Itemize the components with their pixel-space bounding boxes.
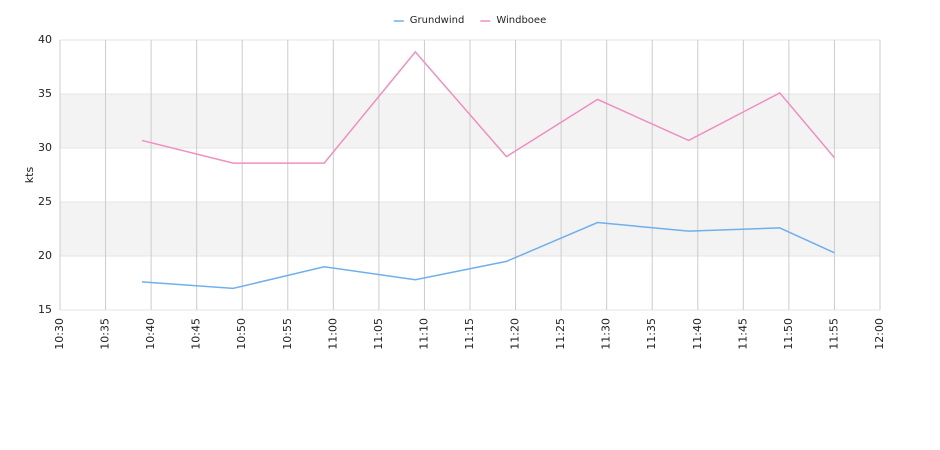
x-tick-label: 11:40 <box>691 318 704 350</box>
x-tick-label: 11:55 <box>827 318 840 350</box>
x-tick-label: 10:55 <box>281 318 294 350</box>
x-tick-label: 10:30 <box>53 318 66 350</box>
legend: Grundwind Windboee <box>393 15 546 26</box>
y-tick-label: 25 <box>38 195 52 208</box>
y-axis-label: kts <box>23 167 36 184</box>
legend-label: Grundwind <box>410 15 465 26</box>
legend-label: Windboee <box>496 15 546 26</box>
x-tick-label: 11:25 <box>554 318 567 350</box>
x-tick-label: 11:35 <box>645 318 658 350</box>
x-tick-label: 10:50 <box>235 318 248 350</box>
x-tick-label: 11:00 <box>326 318 339 350</box>
series-line <box>141 221 835 290</box>
x-tick-label: 11:05 <box>372 318 385 350</box>
x-tick-label: 11:20 <box>509 318 522 350</box>
series-line <box>141 50 836 164</box>
x-tick-label: 10:35 <box>99 318 112 350</box>
x-tick-label: 11:15 <box>463 318 476 350</box>
plot-background <box>59 39 881 311</box>
y-tick-label: 20 <box>38 249 52 262</box>
x-tick-label: 11:50 <box>782 318 795 350</box>
y-tick-label: 35 <box>38 87 52 100</box>
x-tick-label: 10:40 <box>144 318 157 350</box>
x-tick-label: 11:30 <box>600 318 613 350</box>
y-tick-label: 30 <box>38 141 52 154</box>
x-tick-label: 12:00 <box>873 318 886 350</box>
x-tick-label: 10:45 <box>190 318 203 350</box>
y-tick-label: 15 <box>38 303 52 316</box>
y-tick-label: 40 <box>38 33 52 46</box>
x-tick-label: 11:45 <box>736 318 749 350</box>
x-tick-label: 11:10 <box>417 318 430 350</box>
